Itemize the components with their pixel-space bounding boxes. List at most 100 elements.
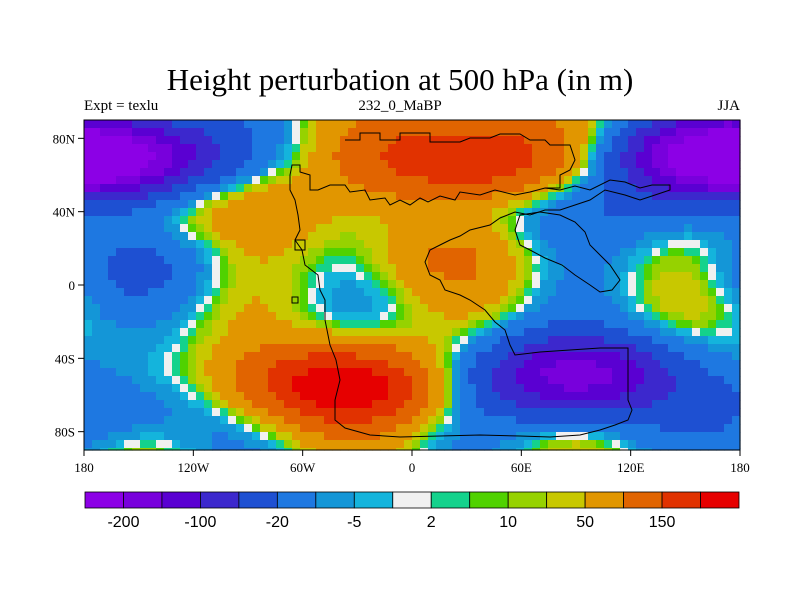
field-cell xyxy=(644,424,653,433)
field-cell xyxy=(148,272,157,281)
field-cell xyxy=(596,208,605,217)
field-cell xyxy=(148,320,157,329)
field-cell xyxy=(708,344,717,353)
experiment-label: Expt = texlu xyxy=(84,98,159,114)
field-cell xyxy=(92,232,101,241)
field-cell xyxy=(196,336,205,345)
y-tick-label: 80S xyxy=(55,425,75,440)
field-cell xyxy=(716,168,725,177)
field-cell xyxy=(204,176,213,185)
field-cell xyxy=(124,144,133,153)
field-cell xyxy=(516,448,525,451)
field-cell xyxy=(436,264,445,273)
field-cell xyxy=(484,136,493,145)
field-cell xyxy=(92,352,101,361)
field-cell xyxy=(484,256,493,265)
field-cell xyxy=(604,440,613,449)
field-cell xyxy=(684,120,693,129)
field-cell xyxy=(572,208,581,217)
field-cell xyxy=(108,240,117,249)
field-cell xyxy=(92,280,101,289)
field-cell xyxy=(468,136,477,145)
field-cell xyxy=(268,224,277,233)
field-cell xyxy=(172,320,181,329)
field-cell xyxy=(84,208,93,217)
field-cell xyxy=(84,240,93,249)
field-cell xyxy=(116,184,125,193)
field-cell xyxy=(252,232,261,241)
field-cell xyxy=(580,360,589,369)
field-cell xyxy=(308,240,317,249)
field-cell xyxy=(148,368,157,377)
field-cell xyxy=(636,200,645,209)
field-cell xyxy=(484,392,493,401)
field-cell xyxy=(540,248,549,257)
field-cell xyxy=(396,144,405,153)
field-cell xyxy=(484,368,493,377)
field-cell xyxy=(412,280,421,289)
field-cell xyxy=(188,384,197,393)
field-cell xyxy=(348,336,357,345)
field-cell xyxy=(276,248,285,257)
field-cell xyxy=(556,240,565,249)
field-cell xyxy=(348,176,357,185)
field-cell xyxy=(332,136,341,145)
field-cell xyxy=(492,304,501,313)
field-cell xyxy=(420,408,429,417)
field-cell xyxy=(364,416,373,425)
field-cell xyxy=(444,432,453,441)
field-cell xyxy=(364,152,373,161)
field-cell xyxy=(620,256,629,265)
field-cell xyxy=(404,416,413,425)
field-cell xyxy=(652,264,661,273)
field-cell xyxy=(492,336,501,345)
field-cell xyxy=(164,352,173,361)
field-cell xyxy=(668,280,677,289)
field-cell xyxy=(316,176,325,185)
field-cell xyxy=(332,240,341,249)
field-cell xyxy=(428,384,437,393)
field-cell xyxy=(188,136,197,145)
field-cell xyxy=(124,200,133,209)
field-cell xyxy=(300,432,309,441)
field-cell xyxy=(612,224,621,233)
field-cell xyxy=(260,448,269,451)
field-cell xyxy=(348,296,357,305)
field-cell xyxy=(84,176,93,185)
field-cell xyxy=(452,384,461,393)
field-cell xyxy=(156,344,165,353)
field-cell xyxy=(140,216,149,225)
field-cell xyxy=(564,224,573,233)
field-cell xyxy=(588,320,597,329)
field-cell xyxy=(732,336,741,345)
field-cell xyxy=(404,168,413,177)
field-cell xyxy=(596,424,605,433)
field-cell xyxy=(484,216,493,225)
field-cell xyxy=(212,200,221,209)
field-cell xyxy=(156,296,165,305)
field-cell xyxy=(596,272,605,281)
field-cell xyxy=(332,120,341,129)
field-cell xyxy=(692,400,701,409)
field-cell xyxy=(540,384,549,393)
field-cell xyxy=(116,208,125,217)
field-cell xyxy=(188,392,197,401)
field-cell xyxy=(612,352,621,361)
field-cell xyxy=(636,296,645,305)
field-cell xyxy=(620,168,629,177)
field-cell xyxy=(612,320,621,329)
field-cell xyxy=(340,368,349,377)
field-cell xyxy=(716,424,725,433)
field-cell xyxy=(492,184,501,193)
field-cell xyxy=(684,344,693,353)
field-cell xyxy=(452,296,461,305)
field-cell xyxy=(204,288,213,297)
field-cell xyxy=(684,432,693,441)
field-cell xyxy=(580,256,589,265)
field-cell xyxy=(484,328,493,337)
field-cell xyxy=(620,400,629,409)
field-cell xyxy=(492,232,501,241)
field-cell xyxy=(516,408,525,417)
field-cell xyxy=(100,424,109,433)
field-cell xyxy=(196,168,205,177)
